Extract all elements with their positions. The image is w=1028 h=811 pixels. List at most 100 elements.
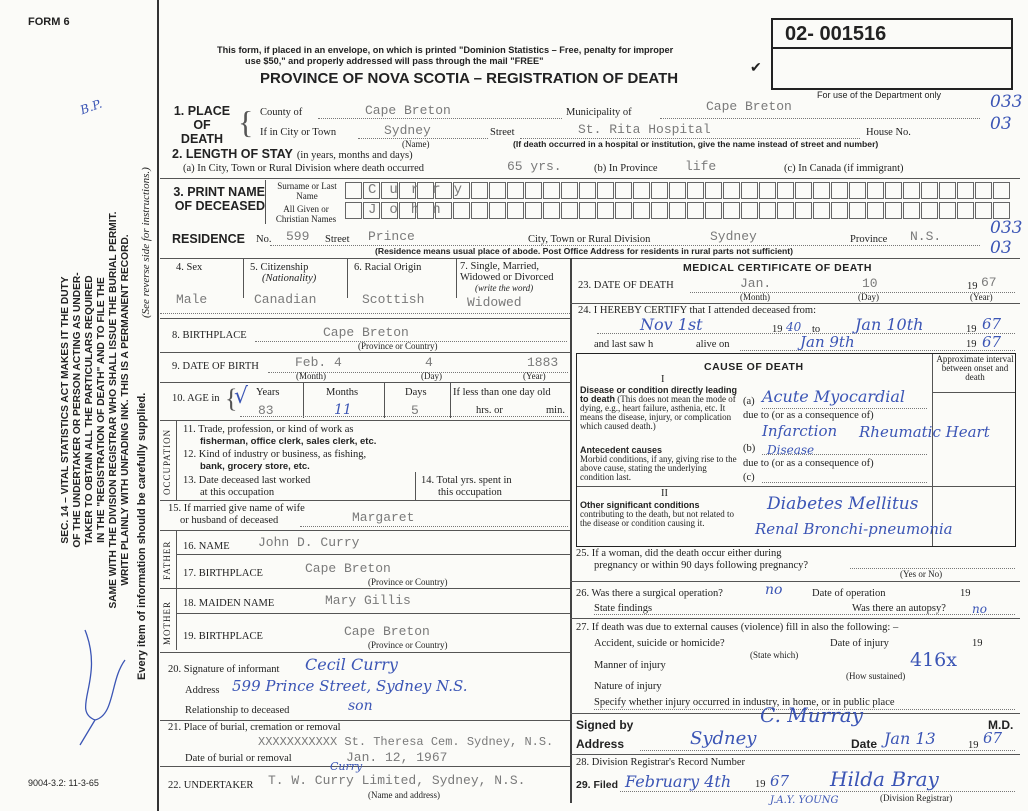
days-value: 5	[411, 403, 419, 418]
letter-box[interactable]	[579, 182, 596, 199]
letter-box[interactable]	[561, 202, 578, 219]
letter-box[interactable]	[507, 202, 524, 219]
letter-box[interactable]	[651, 182, 668, 199]
letter-box[interactable]	[849, 182, 866, 199]
letter-box[interactable]	[741, 202, 758, 219]
letter-box[interactable]	[435, 202, 452, 219]
letter-box[interactable]	[417, 182, 434, 199]
letter-box[interactable]	[453, 202, 470, 219]
letter-box[interactable]	[669, 182, 686, 199]
mother-maiden-label: 18. MAIDEN NAME	[183, 598, 275, 609]
letter-box[interactable]	[525, 202, 542, 219]
letter-box[interactable]	[813, 182, 830, 199]
letter-box[interactable]	[525, 182, 542, 199]
letter-box[interactable]	[471, 202, 488, 219]
citizenship-label: 5. Citizenship	[250, 262, 309, 273]
surname-boxes[interactable]	[345, 182, 1013, 200]
surname-label: Surname or Last Name	[277, 181, 337, 201]
letter-box[interactable]	[381, 202, 398, 219]
dob-year: 1883	[527, 355, 559, 370]
letter-box[interactable]	[813, 202, 830, 219]
letter-box[interactable]	[687, 202, 704, 219]
letter-box[interactable]	[399, 182, 416, 199]
letter-box[interactable]	[345, 202, 362, 219]
letter-box[interactable]	[363, 182, 380, 199]
divider	[160, 382, 570, 383]
letter-box[interactable]	[597, 202, 614, 219]
dept-code: 03	[990, 114, 1012, 134]
letter-box[interactable]	[777, 182, 794, 199]
letter-box[interactable]	[993, 182, 1010, 199]
letter-box[interactable]	[489, 182, 506, 199]
letter-box[interactable]	[399, 202, 416, 219]
letter-box[interactable]	[507, 182, 524, 199]
statute-line: SAME WITH THE DIVISION REGISTRAR WHO SHA…	[108, 211, 119, 609]
letter-box[interactable]	[615, 182, 632, 199]
letter-box[interactable]	[885, 182, 902, 199]
letter-box[interactable]	[615, 202, 632, 219]
letter-box[interactable]	[831, 202, 848, 219]
letter-box[interactable]	[741, 182, 758, 199]
letter-box[interactable]	[849, 202, 866, 219]
letter-box[interactable]	[759, 202, 776, 219]
letter-box[interactable]	[363, 202, 380, 219]
letter-box[interactable]	[669, 202, 686, 219]
sex-label: 4. Sex	[176, 262, 203, 273]
antecedent-note: Morbid conditions, if any, giving rise t…	[580, 454, 737, 482]
dotted-line	[594, 709, 1015, 710]
municipality-label: Municipality of	[566, 107, 632, 118]
letter-box[interactable]	[633, 182, 650, 199]
letter-box[interactable]	[723, 182, 740, 199]
letter-box[interactable]	[795, 182, 812, 199]
letter-box[interactable]	[921, 202, 938, 219]
registration-number-box: 02- 001516	[771, 18, 1013, 90]
letter-box[interactable]	[435, 182, 452, 199]
letter-box[interactable]	[993, 202, 1010, 219]
letter-box[interactable]	[471, 182, 488, 199]
letter-box[interactable]	[957, 202, 974, 219]
division-registrar-hint: (Division Registrar)	[880, 793, 953, 803]
letter-box[interactable]	[543, 182, 560, 199]
letter-box[interactable]	[759, 182, 776, 199]
year-prefix: 19	[755, 779, 766, 790]
letter-box[interactable]	[777, 202, 794, 219]
state-which-hint: (State which)	[750, 650, 799, 660]
letter-box[interactable]	[417, 202, 434, 219]
letter-box[interactable]	[975, 182, 992, 199]
letter-box[interactable]	[579, 202, 596, 219]
letter-box[interactable]	[453, 182, 470, 199]
letter-box[interactable]	[651, 202, 668, 219]
letter-box[interactable]	[939, 182, 956, 199]
letter-box[interactable]	[723, 202, 740, 219]
letter-box[interactable]	[705, 202, 722, 219]
letter-box[interactable]	[903, 202, 920, 219]
letter-box[interactable]	[597, 182, 614, 199]
letter-box[interactable]	[381, 182, 398, 199]
birthplace-value: Cape Breton	[323, 325, 409, 340]
burial-place-label: 21. Place of burial, cremation or remova…	[168, 722, 341, 733]
given-name-boxes[interactable]	[345, 202, 1013, 220]
brace: {	[238, 104, 254, 140]
letter-box[interactable]	[867, 202, 884, 219]
letter-box[interactable]	[975, 202, 992, 219]
relationship-value: son	[348, 698, 373, 714]
letter-box[interactable]	[903, 182, 920, 199]
letter-box[interactable]	[921, 182, 938, 199]
letter-box[interactable]	[543, 202, 560, 219]
letter-box[interactable]	[687, 182, 704, 199]
nature-label: Nature of injury	[594, 681, 662, 692]
letter-box[interactable]	[957, 182, 974, 199]
letter-box[interactable]	[939, 202, 956, 219]
cause-b: Rheumatic Heart	[859, 423, 990, 441]
letter-box[interactable]	[345, 182, 362, 199]
letter-box[interactable]	[489, 202, 506, 219]
letter-box[interactable]	[633, 202, 650, 219]
letter-box[interactable]	[831, 182, 848, 199]
letter-box[interactable]	[885, 202, 902, 219]
birthplace-label: 8. BIRTHPLACE	[172, 330, 247, 341]
letter-box[interactable]	[795, 202, 812, 219]
dotted-line	[762, 408, 927, 409]
letter-box[interactable]	[705, 182, 722, 199]
letter-box[interactable]	[867, 182, 884, 199]
letter-box[interactable]	[561, 182, 578, 199]
